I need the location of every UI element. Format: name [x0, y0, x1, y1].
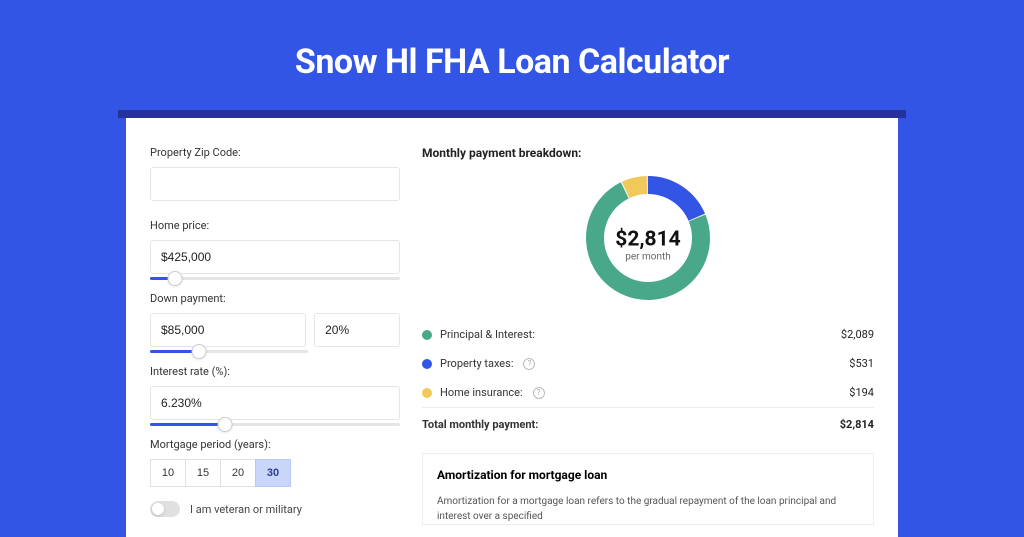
veteran-toggle[interactable] — [150, 501, 180, 517]
donut-sublabel: per month — [615, 252, 680, 263]
rate-input[interactable] — [150, 386, 400, 420]
period-field: Mortgage period (years): 10152030 — [150, 438, 400, 487]
legend-dot — [422, 359, 432, 369]
legend-row: Property taxes:? $531 — [422, 349, 874, 378]
period-button-15[interactable]: 15 — [185, 459, 221, 487]
veteran-row: I am veteran or military — [150, 501, 400, 517]
donut-chart: $2,814 per month — [422, 170, 874, 320]
price-input[interactable] — [150, 240, 400, 274]
zip-input[interactable] — [150, 167, 400, 201]
down-field: Down payment: — [150, 292, 400, 347]
calculator-card: Property Zip Code: Home price: Down paym… — [126, 118, 898, 537]
zip-label: Property Zip Code: — [150, 146, 400, 159]
breakdown-column: Monthly payment breakdown: $2,814 per mo… — [400, 146, 874, 525]
down-pct-input[interactable] — [314, 313, 400, 347]
price-slider[interactable] — [150, 277, 400, 280]
breakdown-title: Monthly payment breakdown: — [422, 146, 874, 160]
help-icon[interactable]: ? — [533, 387, 545, 399]
legend-label: Home insurance: — [440, 386, 523, 399]
legend-row: Principal & Interest: $2,089 — [422, 320, 874, 349]
period-label: Mortgage period (years): — [150, 438, 400, 451]
form-column: Property Zip Code: Home price: Down paym… — [150, 146, 400, 525]
down-slider-thumb[interactable] — [191, 344, 206, 359]
period-button-30[interactable]: 30 — [255, 459, 291, 487]
period-button-10[interactable]: 10 — [150, 459, 186, 487]
legend-value: $2,089 — [841, 328, 874, 341]
rate-slider-thumb[interactable] — [218, 417, 233, 432]
donut-slice — [648, 185, 697, 217]
amortization-text: Amortization for a mortgage loan refers … — [437, 494, 859, 524]
card-shadow — [118, 110, 906, 118]
legend-label: Principal & Interest: — [440, 328, 535, 341]
period-button-20[interactable]: 20 — [220, 459, 256, 487]
rate-field: Interest rate (%): — [150, 365, 400, 420]
donut-value: $2,814 — [615, 228, 680, 252]
down-slider[interactable] — [150, 350, 308, 353]
price-slider-thumb[interactable] — [168, 271, 183, 286]
zip-field: Property Zip Code: — [150, 146, 400, 201]
amortization-title: Amortization for mortgage loan — [437, 468, 859, 482]
down-label: Down payment: — [150, 292, 400, 305]
rate-slider[interactable] — [150, 423, 400, 426]
rate-label: Interest rate (%): — [150, 365, 400, 378]
down-amount-input[interactable] — [150, 313, 306, 347]
price-label: Home price: — [150, 219, 400, 232]
legend-dot — [422, 388, 432, 398]
total-row: Total monthly payment: $2,814 — [422, 407, 874, 439]
price-field: Home price: — [150, 219, 400, 274]
veteran-label: I am veteran or military — [190, 503, 302, 516]
page-title: Snow Hl FHA Loan Calculator — [0, 0, 1024, 110]
total-value: $2,814 — [840, 418, 874, 431]
legend-dot — [422, 330, 432, 340]
legend-row: Home insurance:? $194 — [422, 378, 874, 407]
help-icon[interactable]: ? — [523, 358, 535, 370]
donut-slice — [626, 185, 647, 190]
legend-value: $531 — [849, 357, 874, 370]
legend-label: Property taxes: — [440, 357, 513, 370]
legend-value: $194 — [849, 386, 874, 399]
total-label: Total monthly payment: — [422, 418, 538, 431]
amortization-box: Amortization for mortgage loan Amortizat… — [422, 453, 874, 525]
period-button-group: 10152030 — [150, 459, 400, 487]
donut-center: $2,814 per month — [615, 228, 680, 263]
